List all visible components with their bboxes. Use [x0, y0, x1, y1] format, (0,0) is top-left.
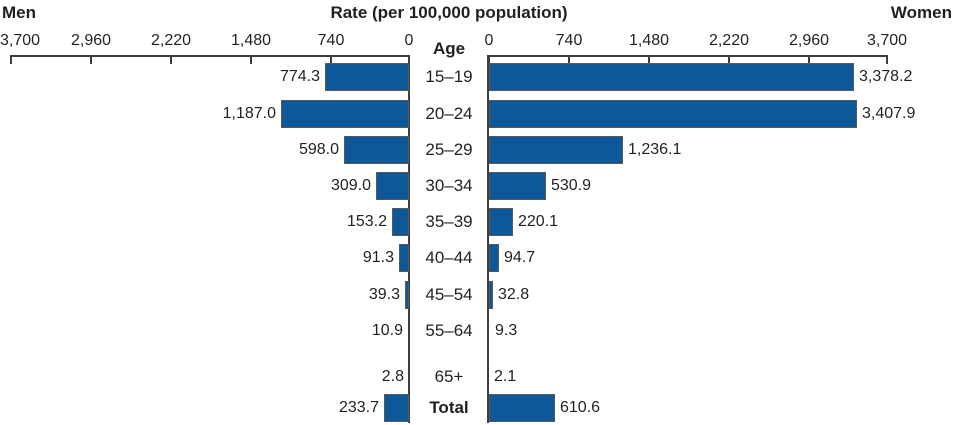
- women-bar: [489, 136, 623, 164]
- age-label: 40–44: [425, 248, 473, 267]
- women-value-label: 1,236.1: [628, 141, 682, 158]
- age-label: 15–19: [425, 67, 473, 86]
- men-axis-tick: [170, 55, 172, 64]
- men-bar: [344, 136, 409, 164]
- women-axis-tick-label: 740: [555, 32, 583, 49]
- age-label: 65+: [434, 367, 464, 386]
- men-value-label: 2.8: [381, 368, 404, 385]
- men-series-label: Men: [2, 3, 36, 22]
- women-value-label: 2.1: [494, 368, 517, 385]
- women-axis-tick: [808, 55, 810, 64]
- women-value-label: 3,407.9: [862, 105, 916, 122]
- men-value-label: 153.2: [346, 213, 387, 230]
- men-bar: [376, 172, 409, 200]
- women-value-label: 94.7: [504, 249, 536, 266]
- women-axis-tick-label: 2,220: [708, 32, 750, 49]
- women-bar: [489, 281, 493, 309]
- men-value-label: 233.7: [338, 399, 379, 416]
- men-value-label: 309.0: [330, 177, 371, 194]
- men-axis-tick-label: 740: [317, 32, 345, 49]
- women-axis-tick-label: 2,960: [788, 32, 830, 49]
- men-axis-tick-label: 0: [404, 32, 414, 49]
- women-axis-tick: [568, 55, 570, 64]
- men-value-label: 10.9: [371, 322, 403, 339]
- men-bar: [281, 100, 409, 128]
- men-bar: [384, 394, 409, 422]
- men-axis-tick: [330, 55, 332, 64]
- women-axis-tick: [886, 55, 888, 64]
- women-bar: [489, 394, 555, 422]
- men-axis-tick-label: 3,700: [0, 32, 41, 49]
- men-value-label: 91.3: [362, 249, 394, 266]
- age-label: 45–54: [425, 285, 473, 304]
- men-bar: [325, 63, 409, 91]
- age-label: 30–34: [425, 176, 473, 195]
- men-value-label: 598.0: [298, 141, 339, 158]
- age-label: 35–39: [425, 212, 473, 231]
- age-label: 55–64: [425, 321, 473, 340]
- men-axis-tick-label: 2,220: [150, 32, 192, 49]
- women-series-label: Women: [890, 3, 952, 22]
- women-bar: [489, 208, 513, 236]
- women-value-label: 530.9: [551, 177, 592, 194]
- men-axis-tick: [250, 55, 252, 64]
- women-bar: [489, 244, 499, 272]
- age-label: 25–29: [425, 140, 473, 159]
- men-value-label: 39.3: [368, 286, 400, 303]
- women-bar: [489, 63, 854, 91]
- men-axis-tick: [90, 55, 92, 64]
- women-axis-tick: [728, 55, 730, 64]
- women-baseline: [487, 55, 489, 423]
- men-axis-tick: [408, 55, 410, 64]
- women-axis-tick: [488, 55, 490, 64]
- men-axis-tick-label: 1,480: [230, 32, 272, 49]
- age-column-header: Age: [432, 39, 466, 58]
- men-axis-line: [10, 55, 410, 57]
- men-bar: [392, 208, 409, 236]
- women-axis-tick-label: 3,700: [866, 32, 908, 49]
- age-label: 20–24: [425, 104, 473, 123]
- chart-title: Rate (per 100,000 population): [330, 3, 568, 22]
- women-value-label: 3,378.2: [859, 68, 913, 85]
- men-value-label: 1,187.0: [222, 105, 276, 122]
- women-axis-tick-label: 0: [484, 32, 494, 49]
- women-value-label: 9.3: [495, 322, 518, 339]
- women-value-label: 610.6: [560, 399, 601, 416]
- women-bar: [489, 100, 857, 128]
- women-value-label: 32.8: [498, 286, 530, 303]
- men-axis-tick-label: 2,960: [70, 32, 112, 49]
- women-value-label: 220.1: [518, 213, 559, 230]
- age-label: Total: [429, 398, 469, 417]
- women-axis-line: [488, 55, 888, 57]
- men-value-label: 774.3: [279, 68, 320, 85]
- men-baseline: [408, 55, 410, 423]
- women-bar: [489, 172, 546, 200]
- women-axis-tick-label: 1,480: [628, 32, 670, 49]
- women-axis-tick: [648, 55, 650, 64]
- men-bar: [399, 244, 409, 272]
- men-bar: [405, 281, 409, 309]
- men-axis-tick: [10, 55, 12, 64]
